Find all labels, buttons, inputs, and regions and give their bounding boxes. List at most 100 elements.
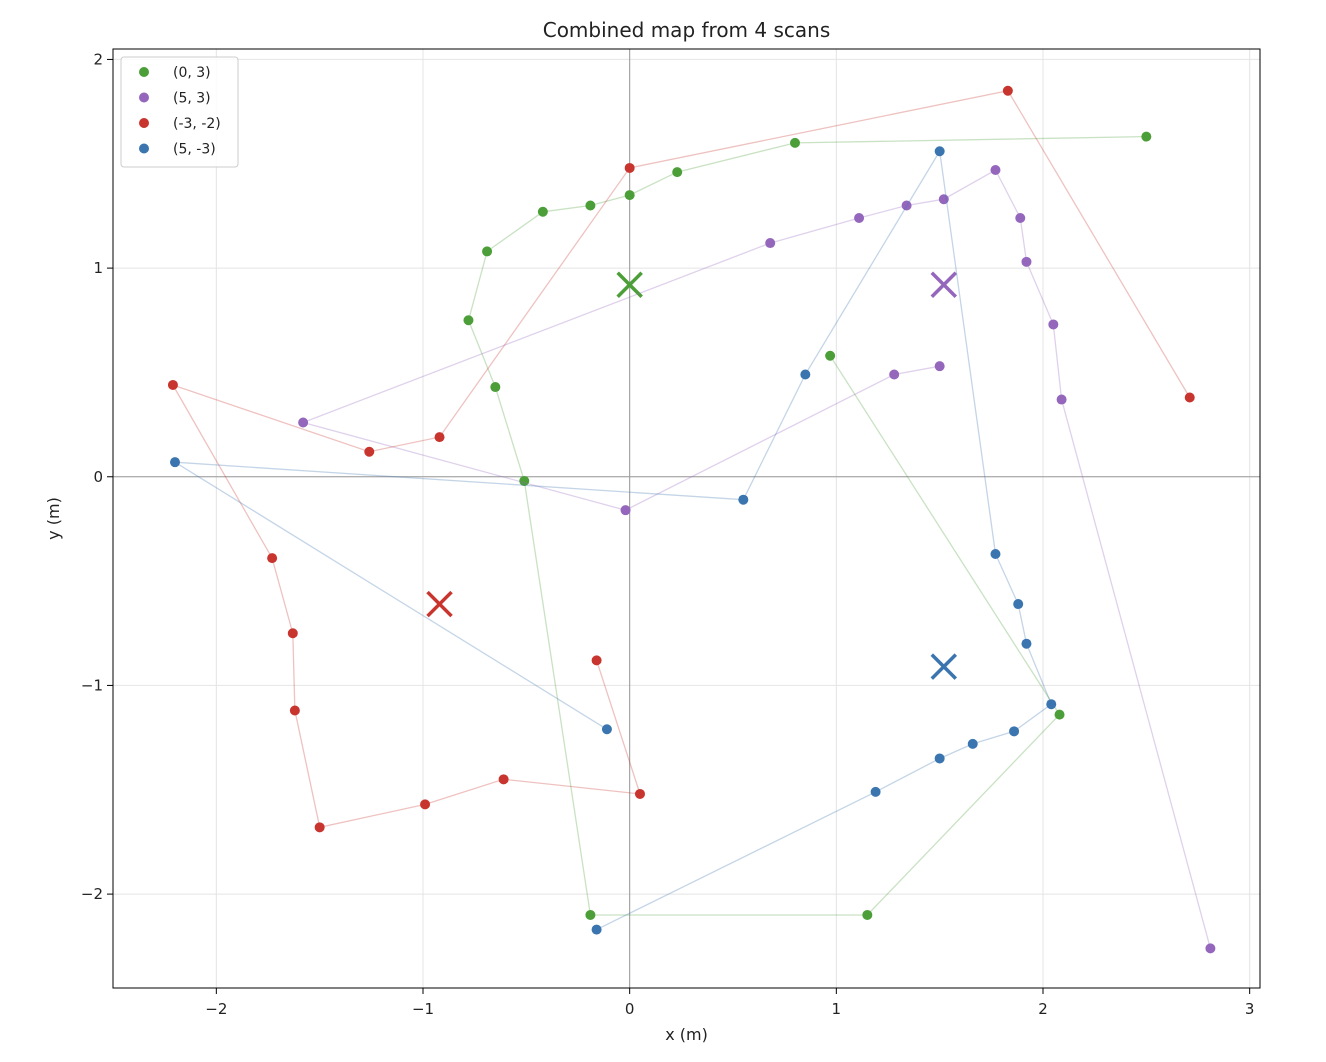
data-point [889, 369, 900, 380]
data-point [1141, 131, 1152, 142]
data-point [870, 786, 881, 797]
legend-label: (5, -3) [173, 142, 216, 158]
data-point [1054, 709, 1065, 720]
data-point [585, 200, 596, 211]
data-point [800, 369, 811, 380]
data-point [170, 457, 180, 468]
data-point [498, 774, 509, 785]
data-point [1056, 394, 1067, 405]
zero-lines [113, 49, 1260, 988]
data-point [289, 705, 300, 716]
data-point [314, 822, 325, 833]
x-tick-label: 0 [625, 1000, 635, 1018]
data-point [1046, 699, 1057, 710]
x-axis-label: x (m) [665, 1025, 708, 1044]
legend-label: (5, 3) [173, 91, 211, 107]
data-point [364, 446, 375, 457]
series-path [174, 149, 1053, 931]
data-point [1021, 638, 1032, 649]
y-tick-label: 0 [93, 468, 103, 486]
data-point [901, 200, 912, 211]
legend-marker [139, 67, 149, 77]
data-point [1002, 85, 1013, 96]
data-point [790, 137, 800, 148]
data-point [585, 909, 596, 920]
x-tick-label: −1 [412, 1000, 434, 1018]
x-tick-label: −2 [205, 1000, 227, 1018]
data-point [934, 146, 945, 157]
data-point [854, 213, 865, 224]
legend-label: (-3, -2) [173, 116, 221, 132]
data-point [537, 206, 548, 217]
series-path [467, 135, 1147, 916]
scan-origin-marker [930, 653, 958, 680]
legend-entry: (5, -3) [139, 142, 216, 158]
legend-label: (0, 3) [173, 65, 211, 81]
data-point [672, 167, 683, 178]
data-point [287, 628, 298, 639]
x-tick-label: 1 [832, 1000, 842, 1018]
data-point [990, 548, 1001, 559]
y-tick-label: 1 [93, 259, 103, 277]
data-point [1184, 392, 1195, 403]
data-point [934, 753, 945, 764]
data-point [765, 238, 776, 249]
series-layer [167, 85, 1216, 954]
data-point [267, 553, 278, 564]
series-3 [170, 146, 1057, 935]
legend-marker [139, 92, 149, 103]
x-tick-label: 3 [1245, 1000, 1255, 1018]
series-0 [463, 131, 1152, 920]
data-point [1015, 213, 1026, 224]
data-point [624, 162, 635, 173]
x-tick-label: 2 [1038, 1000, 1048, 1018]
legend-marker [139, 143, 149, 154]
y-tick-label: −2 [81, 885, 103, 903]
data-point [1048, 319, 1059, 330]
data-point [738, 494, 749, 505]
data-point [601, 724, 612, 735]
data-point [463, 315, 474, 326]
data-point [420, 799, 431, 810]
data-point [519, 475, 530, 486]
data-point [624, 190, 635, 201]
ticks: −2 −1 0 1 2 3 −2 −1 0 1 2 [81, 50, 1255, 1018]
plot-frame [112, 48, 1261, 989]
data-point [825, 350, 836, 361]
data-point [934, 361, 945, 372]
data-point [490, 382, 501, 393]
chart-title: Combined map from 4 scans [543, 18, 831, 42]
data-point [620, 505, 631, 516]
data-point [1021, 256, 1032, 267]
scan-origin-marker [426, 590, 453, 618]
data-point [862, 909, 873, 920]
series-path [301, 169, 1212, 949]
legend-entry: (-3, -2) [139, 116, 221, 132]
data-point [167, 379, 178, 390]
legend-entry: (5, 3) [139, 91, 211, 107]
data-point [591, 924, 602, 935]
data-point [482, 246, 493, 257]
data-point [635, 788, 645, 799]
scan-origin-marker [616, 271, 643, 299]
series-path [171, 89, 1191, 829]
data-point [298, 417, 309, 428]
series-2 [167, 85, 1195, 833]
legend-box [120, 56, 239, 168]
legend-entry: (0, 3) [139, 65, 211, 81]
data-point [1009, 726, 1020, 737]
y-tick-label: −1 [81, 676, 103, 694]
series-1 [298, 165, 1216, 954]
y-tick-label: 2 [93, 50, 103, 68]
legend-marker [139, 118, 149, 128]
data-point [1013, 599, 1024, 610]
scan-origin-marker [930, 271, 958, 299]
legend: (0, 3) (5, 3) (-3, -2) (5, -3) [120, 56, 239, 168]
data-point [938, 194, 949, 205]
y-axis-label: y (m) [44, 497, 63, 540]
data-point [1205, 943, 1216, 954]
data-point [434, 432, 445, 443]
data-point [967, 738, 978, 749]
